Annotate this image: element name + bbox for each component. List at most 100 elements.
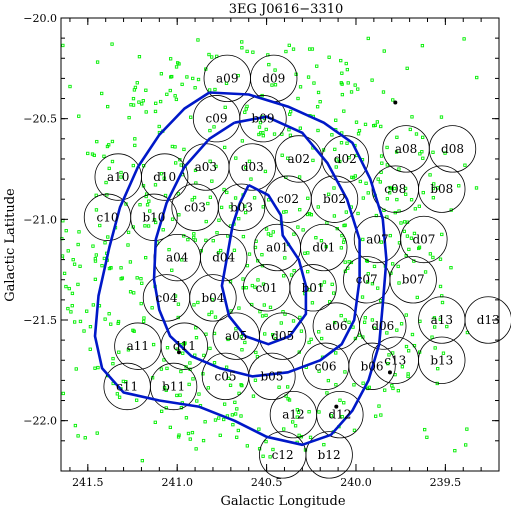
source-point [296,96,300,101]
source-point [379,124,383,129]
source-point [240,139,245,143]
source-point [374,414,378,418]
source-point [433,325,437,329]
source-point [176,302,181,306]
source-point [176,435,181,439]
star-marker [387,370,392,375]
source-point [438,284,443,289]
source-point [148,209,152,213]
source-point [243,340,247,345]
source-point [61,43,65,48]
source-point [390,384,394,388]
field-label-b11: b11 [162,379,185,393]
source-point [404,344,409,349]
source-point [184,416,189,420]
source-point [70,291,75,296]
source-point [367,385,371,389]
source-point [71,258,75,262]
source-point [237,391,241,396]
source-point [297,350,301,354]
source-point [292,232,296,236]
source-point [475,75,479,80]
source-point [307,288,312,292]
source-point [85,309,89,313]
source-point [134,398,139,402]
x-tick-label: 241.0 [161,476,193,489]
source-point [296,410,301,414]
source-point [90,152,95,156]
source-point [243,204,247,208]
source-point [263,169,268,174]
source-point [210,310,214,314]
source-point [100,264,104,268]
source-point [306,196,310,200]
field-label-a13: a13 [431,313,453,327]
source-point [256,278,260,282]
source-point [213,87,217,92]
source-point [96,365,100,370]
source-point [271,230,275,234]
field-label-b05: b05 [260,369,283,383]
source-point [311,158,315,163]
source-point [222,402,227,406]
source-point [257,125,262,129]
source-point [167,247,171,252]
source-point [194,335,199,340]
source-point [73,423,78,428]
source-point [292,268,296,273]
source-point [379,154,384,158]
source-point [202,353,206,358]
source-point [222,417,226,422]
source-point [385,331,389,335]
source-point [61,391,65,396]
source-point [214,164,218,169]
source-point [211,239,215,243]
source-point [177,213,181,217]
source-point [129,103,133,107]
source-point [286,156,290,160]
source-point [119,277,123,281]
source-point [390,262,395,266]
source-point [217,218,221,222]
source-point [449,266,453,270]
source-point [119,175,123,179]
source-point [61,219,65,223]
field-circles [83,54,511,479]
source-point [474,186,479,190]
source-point [440,300,445,305]
source-point [317,410,321,414]
source-point [343,318,347,322]
source-point [91,244,95,248]
source-point [210,179,214,183]
source-point [128,260,133,264]
source-point [174,161,178,165]
source-point [407,349,411,353]
source-point [441,351,446,355]
field-label-c02: c02 [277,192,299,206]
source-point [279,321,283,325]
source-point [263,332,267,336]
source-point [179,163,183,167]
source-point [193,86,197,90]
source-point [361,381,365,385]
source-point [327,55,331,59]
source-point [111,356,115,361]
source-point [106,235,110,239]
field-circle-b08 [418,165,466,213]
source-point [264,227,269,231]
source-point [253,378,258,382]
source-point [170,144,175,149]
source-point [131,96,136,101]
source-point [66,306,70,311]
y-axis-label: Galactic Latitude [3,188,18,302]
source-point [257,132,261,137]
source-point [175,393,179,398]
source-point [395,197,399,202]
source-point [395,328,399,332]
field-label-b07: b07 [402,273,425,287]
source-point [339,81,343,85]
source-point [170,74,174,79]
source-point [303,251,307,255]
field-label-a09: a09 [216,71,238,85]
source-point [270,83,274,87]
